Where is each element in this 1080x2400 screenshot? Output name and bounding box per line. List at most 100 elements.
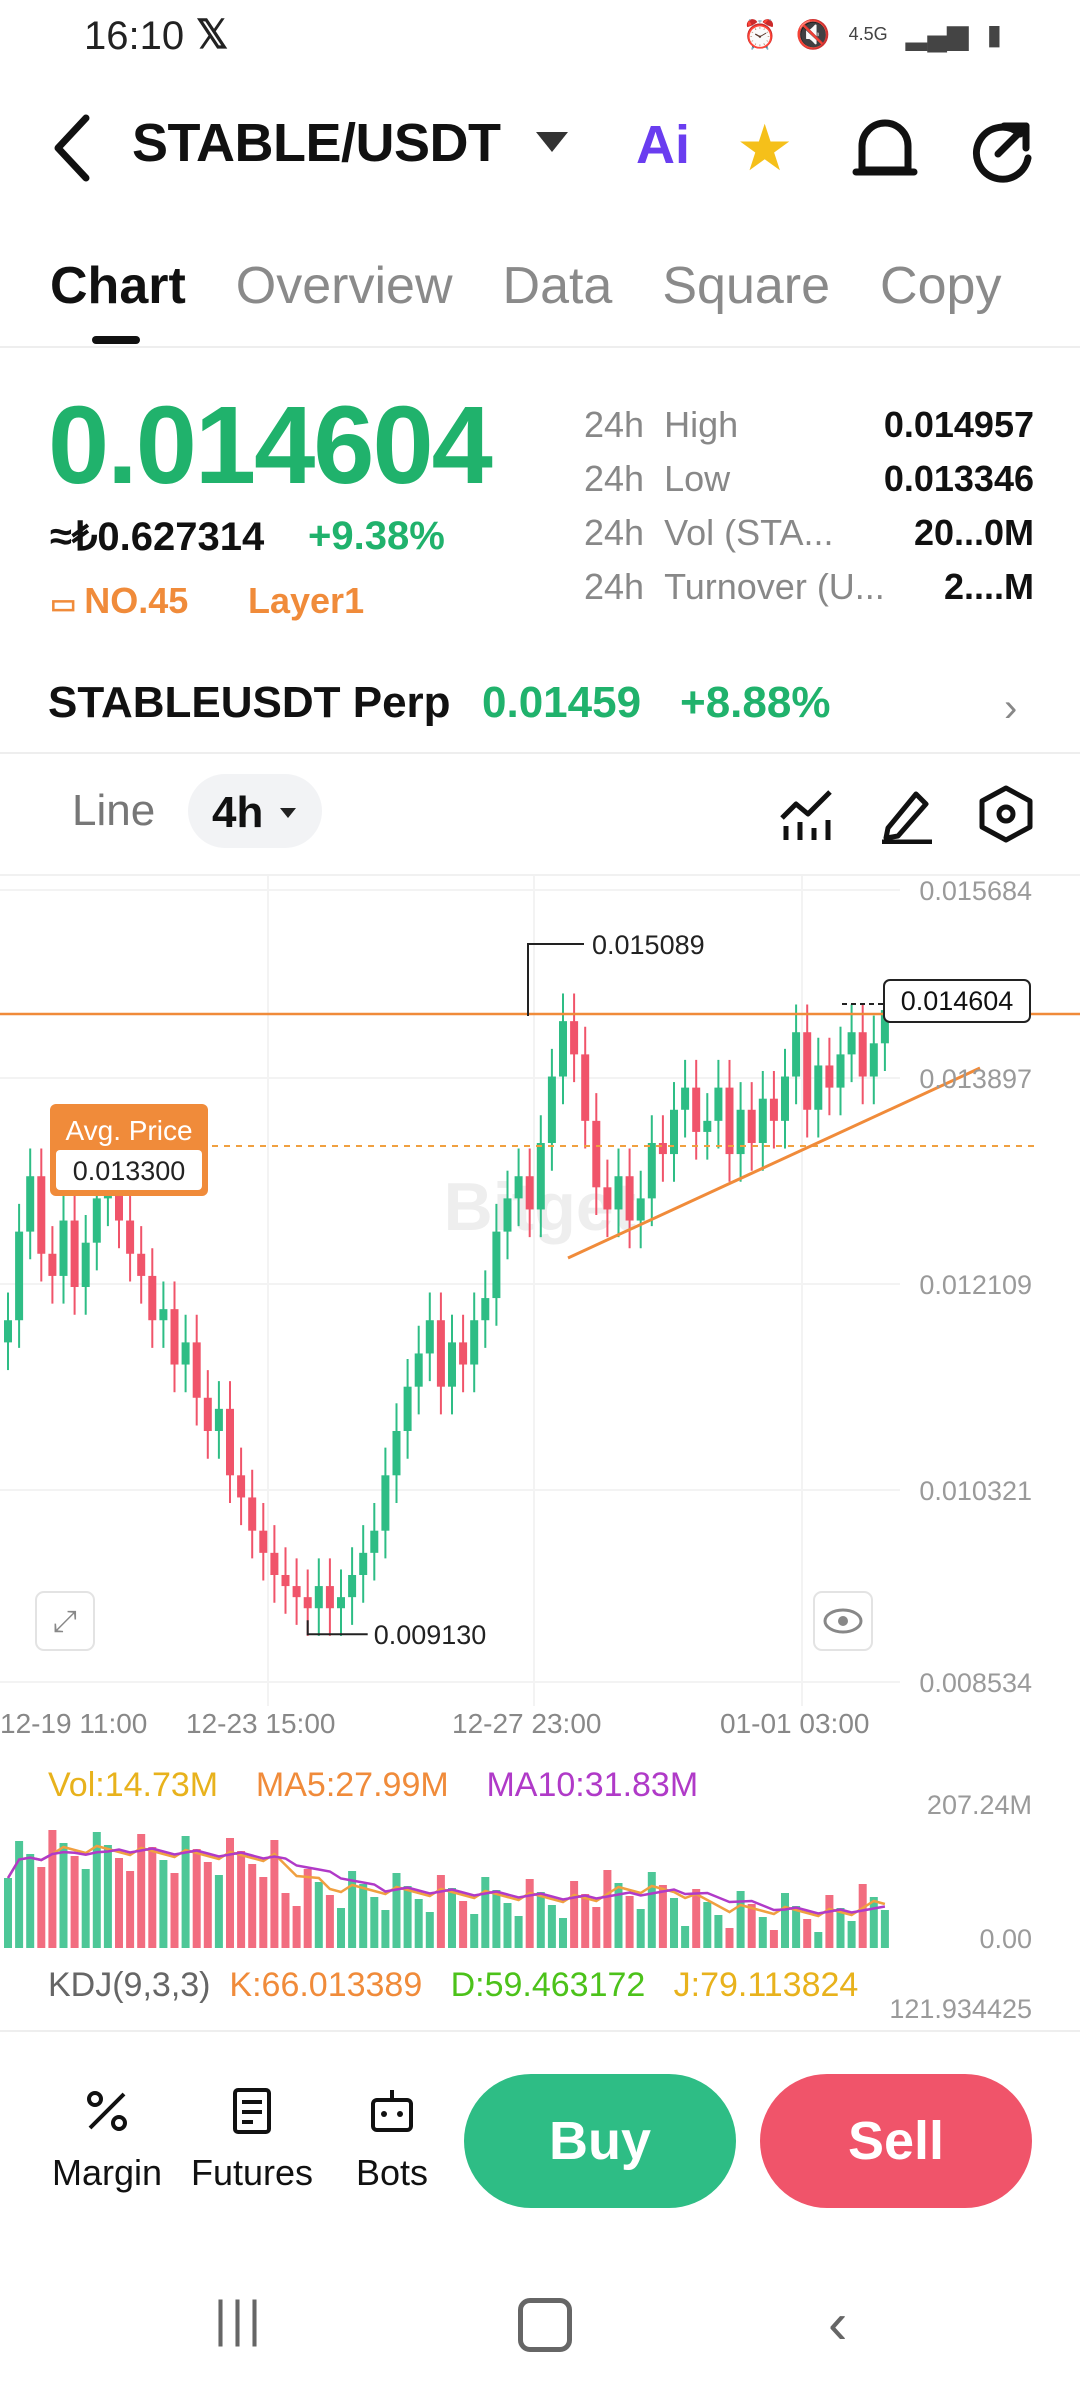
home-icon[interactable] [518,2298,572,2352]
y-tick: 0.012109 [919,1270,1032,1300]
vol-value: Vol:14.73M [48,1766,219,1804]
volume-bar [126,1871,135,1948]
vol-ma10: MA10:31.83M [486,1766,699,1804]
perp-change: +8.88% [680,678,831,727]
candle [237,1475,246,1498]
candle [803,1032,812,1110]
candle [503,1198,512,1232]
bell-icon[interactable] [852,114,918,184]
fiat-price: ≈₺0.627314 [50,515,265,559]
draw-pen-icon[interactable] [876,784,936,844]
share-icon[interactable] [968,114,1034,184]
tab-chart[interactable]: Chart [50,257,186,315]
volume-bar [181,1836,190,1948]
volume-bar [115,1858,123,1948]
volume-bar [70,1856,79,1948]
settings-hexagon-icon[interactable] [976,784,1036,844]
candle [736,1109,745,1155]
volume-bar [325,1895,334,1948]
candle [281,1574,290,1587]
futures-button[interactable]: Futures [182,2086,322,2194]
x-tick: 12-19 11:00 [0,1708,148,1739]
candle [226,1408,234,1476]
volume-bar [525,1879,534,1948]
volume-bar [636,1909,645,1948]
candle [459,1342,468,1365]
volume-bar [581,1894,590,1948]
y-tick: 0.008534 [919,1668,1032,1698]
volume-bar [547,1905,556,1948]
candle [448,1342,456,1387]
volume-bar [414,1899,423,1948]
expand-button[interactable] [35,1591,95,1651]
ai-icon[interactable]: Ai [636,115,690,175]
candle [15,1231,24,1321]
tab-square[interactable]: Square [662,257,831,315]
sell-button[interactable]: Sell [760,2074,1032,2208]
back-nav-icon[interactable]: ‹ [828,2291,848,2356]
chevron-down-icon [280,808,296,818]
candle [59,1220,68,1276]
perp-name[interactable]: STABLEUSDT Perp [48,678,451,727]
candle [425,1320,434,1354]
tab-data[interactable]: Data [502,257,613,315]
candle [747,1109,756,1143]
candle [259,1530,268,1553]
recent-apps-icon[interactable]: ||| [214,2291,265,2347]
candle [337,1597,345,1609]
avg-price-value-box [56,1150,202,1190]
volume-bar [714,1915,723,1948]
candle [492,1231,501,1299]
y-tick: 0.010321 [919,1476,1032,1506]
volume-bar [470,1914,479,1948]
bots-button[interactable]: Bots [342,2086,442,2194]
margin-button[interactable]: Margin [52,2086,162,2194]
volume-bar [703,1902,712,1948]
candle [370,1530,379,1553]
volume-bar [59,1843,68,1948]
volume-chart [4,1830,889,1948]
chevron-right-icon[interactable]: › [1004,686,1018,730]
volume-bar [781,1893,789,1948]
candle [858,1032,867,1077]
x-tick: 12-27 23:00 [452,1708,602,1739]
tab-overview[interactable]: Overview [235,257,453,315]
back-icon[interactable] [46,108,106,188]
volume-bar [81,1869,90,1948]
candle [181,1342,190,1365]
volume-bar [392,1873,401,1948]
grid [0,876,900,1706]
candlestick-chart[interactable]: Bitget 0.015089 0.009130 0.014604 Avg. P… [0,876,1080,1706]
favorite-star-icon[interactable]: ★ [736,112,794,184]
tab-copy[interactable]: Copy [880,257,1002,315]
x-logo-icon: 𝕏 [196,13,229,57]
candle [792,1032,801,1077]
candle [536,1142,545,1210]
candles [4,982,889,1636]
volume-bar [603,1870,612,1948]
volume-bar [337,1908,345,1948]
candle [381,1475,390,1531]
low-marker: 0.009130 [374,1620,487,1650]
candle [414,1353,423,1387]
volume-bar [26,1854,35,1948]
robot-icon [371,2090,413,2132]
interval-select[interactable]: 4h [188,774,322,848]
chart-type-line[interactable]: Line [72,786,156,835]
avg-price-title: Avg. Price [65,1115,192,1146]
trend-line[interactable] [567,1066,981,1260]
kdj-y-top: 121.934425 [889,1994,1032,2024]
pair-title[interactable]: STABLE/USDT [132,113,501,173]
category-tag[interactable]: Layer1 [248,580,365,621]
indicator-icon[interactable] [776,784,836,844]
candle [847,1032,856,1055]
candle [81,1242,90,1287]
buy-button[interactable]: Buy [464,2074,736,2208]
tab-underline [92,336,140,344]
volume-bar [314,1882,323,1948]
candle [137,1253,146,1276]
rank-badge[interactable]: ▭ NO.45 [50,580,189,621]
pair-dropdown-icon[interactable] [536,132,568,152]
candle [681,1087,690,1110]
candle [869,1043,878,1077]
